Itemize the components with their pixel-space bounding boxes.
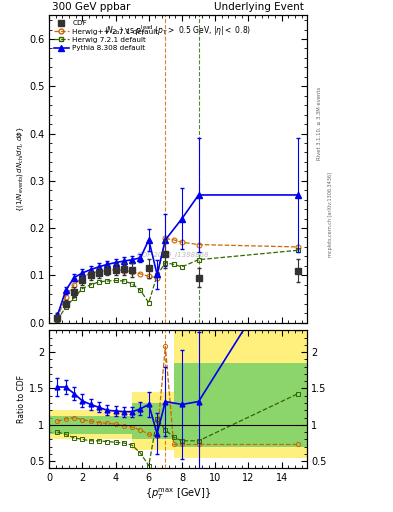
Bar <box>91 410 132 439</box>
Text: mcplots.cern.ch [arXiv:1306.3436]: mcplots.cern.ch [arXiv:1306.3436] <box>328 173 333 258</box>
Bar <box>91 416 132 434</box>
Text: Underlying Event: Underlying Event <box>214 2 304 12</box>
Legend: CDF, Herwig++ 2.7.1 default, Herwig 7.2.1 default, Pythia 8.308 default: CDF, Herwig++ 2.7.1 default, Herwig 7.2.… <box>53 19 160 53</box>
Text: CDF 2015_I1388868: CDF 2015_I1388868 <box>137 251 209 259</box>
Text: 300 GeV ppbar: 300 GeV ppbar <box>52 2 130 12</box>
Y-axis label: $\{(1/N_\mathrm{events})\,dN_\mathrm{ch}/d\eta,\,d\phi\}$: $\{(1/N_\mathrm{events})\,dN_\mathrm{ch}… <box>16 126 26 212</box>
Bar <box>49 416 91 434</box>
Bar <box>174 363 215 446</box>
Text: $\langle N_\mathrm{ch}\rangle$ vs $p_T^\mathrm{lead}$ ($p_T >$ 0.5 GeV, $|\eta| : $\langle N_\mathrm{ch}\rangle$ vs $p_T^\… <box>104 23 252 38</box>
Bar <box>49 410 91 439</box>
Bar <box>215 363 307 446</box>
Bar <box>132 392 174 450</box>
X-axis label: $\{p_T^\mathrm{max}\ [\mathrm{GeV}]\}$: $\{p_T^\mathrm{max}\ [\mathrm{GeV}]\}$ <box>145 486 211 502</box>
Text: Rivet 3.1.10, ≥ 3.3M events: Rivet 3.1.10, ≥ 3.3M events <box>316 86 321 160</box>
Bar <box>215 316 307 458</box>
Bar <box>132 403 174 439</box>
Bar <box>174 316 215 458</box>
Y-axis label: Ratio to CDF: Ratio to CDF <box>17 375 26 423</box>
